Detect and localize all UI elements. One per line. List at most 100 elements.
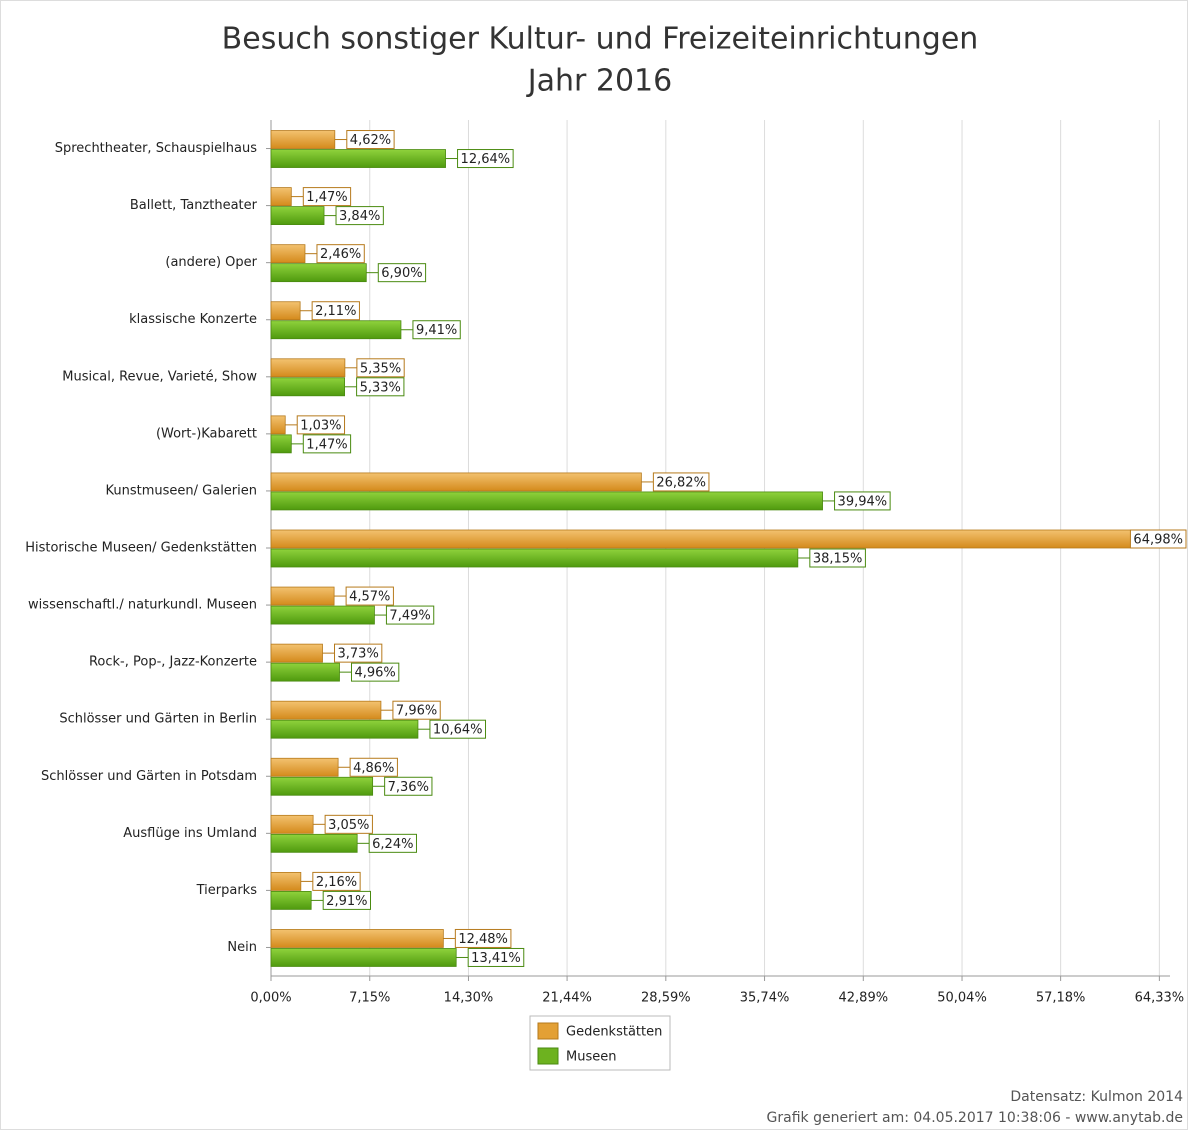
value-label: 1,47% (306, 190, 347, 205)
legend-label: Gedenkstätten (566, 1025, 662, 1040)
legend-swatch (537, 1047, 559, 1065)
value-label: 4,96% (354, 666, 395, 681)
value-label: 4,57% (349, 590, 390, 605)
value-label: 12,48% (458, 932, 508, 947)
value-label: 7,36% (388, 780, 429, 795)
value-label-box (312, 871, 361, 891)
value-label: 2,46% (320, 247, 361, 262)
value-label-box (467, 947, 525, 967)
x-tick-label: 42,89% (839, 991, 889, 1006)
value-label-box (368, 833, 417, 853)
bar (270, 529, 1169, 549)
value-label-box (834, 491, 891, 511)
value-label: 12,64% (461, 152, 511, 167)
bar (270, 814, 314, 834)
value-label: 9,41% (416, 323, 457, 338)
value-label-box (345, 586, 394, 606)
bar (270, 377, 346, 397)
bar (270, 548, 799, 568)
bar (270, 605, 375, 625)
value-label: 7,96% (396, 704, 437, 719)
y-tick-label: Schlösser und Gärten in Potsdam (41, 769, 257, 784)
value-label-box (412, 320, 461, 340)
value-label-box (377, 263, 427, 283)
bar (270, 662, 340, 682)
value-label: 5,35% (360, 361, 401, 376)
bar (270, 415, 286, 435)
value-label: 2,91% (326, 894, 367, 909)
bar (270, 929, 444, 948)
chart-title: Besuch sonstiger Kultur- und Freizeitein… (222, 22, 979, 57)
chart-subtitle: Jahr 2016 (526, 64, 672, 99)
bar (270, 891, 312, 910)
y-tick-label: wissenschaftl./ naturkundl. Museen (28, 598, 257, 613)
value-label-box (356, 377, 405, 397)
value-label-box (356, 358, 405, 378)
bar (270, 833, 358, 853)
x-tick-label: 28,59% (641, 991, 691, 1006)
value-label: 3,84% (339, 209, 380, 224)
value-label-box (302, 187, 352, 207)
y-tick-label: Ballett, Tanztheater (130, 198, 258, 213)
bar (270, 491, 823, 511)
y-tick-label: Tierparks (196, 883, 258, 898)
bar (270, 472, 642, 492)
bar (270, 872, 302, 891)
bar (270, 776, 374, 796)
value-label: 7,49% (389, 609, 430, 624)
y-tick-label: Musical, Revue, Varieté, Show (62, 369, 257, 384)
value-label-box (324, 814, 373, 834)
value-label-box (322, 890, 371, 910)
value-label: 5,33% (360, 380, 401, 395)
x-tick-label: 7,15% (349, 991, 390, 1006)
x-tick-label: 57,18% (1036, 991, 1086, 1006)
bar (270, 206, 325, 226)
legend-swatch (537, 1022, 559, 1040)
value-label: 39,94% (838, 494, 888, 509)
bar (270, 263, 367, 283)
x-tick-label: 50,04% (937, 991, 987, 1006)
bar (270, 434, 292, 454)
x-tick-label: 0,00% (250, 991, 291, 1006)
value-label-box (349, 757, 398, 777)
x-tick-label: 14,30% (444, 991, 494, 1006)
y-tick-label: Rock-, Pop-, Jazz-Konzerte (89, 655, 257, 670)
value-label-box (334, 643, 383, 663)
value-label: 3,73% (338, 647, 379, 662)
value-label-box (457, 149, 514, 169)
bar (270, 757, 339, 777)
value-label-box (302, 434, 352, 454)
value-label: 38,15% (813, 552, 863, 567)
value-label-box (346, 130, 395, 150)
bar (270, 130, 336, 149)
value-label: 4,86% (353, 761, 394, 776)
bar (270, 700, 382, 720)
value-label: 6,24% (372, 837, 413, 852)
bar (270, 948, 457, 967)
y-tick-label: klassische Konzerte (129, 312, 257, 327)
value-label: 2,16% (316, 875, 357, 890)
y-tick-label: Historische Museen/ Gedenkstätten (25, 541, 257, 556)
value-label: 3,05% (328, 818, 369, 833)
bar (270, 719, 419, 739)
value-label-box (652, 472, 710, 492)
value-label-box (316, 244, 365, 264)
value-label: 26,82% (656, 475, 706, 490)
value-label-box (335, 206, 384, 226)
footer: Grafik generiert am: 04.05.2017 10:38:06… (767, 1110, 1183, 1126)
value-label-box (392, 700, 441, 720)
bar (270, 320, 402, 340)
x-tick-label: 35,74% (740, 991, 790, 1006)
x-tick-label: 64,33% (1135, 991, 1185, 1006)
value-label-box (311, 301, 360, 321)
source: Datensatz: Kulmon 2014 (1010, 1089, 1183, 1105)
value-label: 4,62% (350, 133, 391, 148)
y-tick-label: Kunstmuseen/ Galerien (106, 483, 258, 498)
y-tick-label: Sprechtheater, Schauspielhaus (55, 141, 257, 156)
legend-label: Museen (566, 1050, 616, 1065)
value-label: 1,47% (306, 437, 347, 452)
value-label-box (296, 415, 346, 435)
y-tick-label: Ausflüge ins Umland (123, 826, 257, 841)
y-tick-label: (Wort-)Kabarett (156, 426, 257, 441)
